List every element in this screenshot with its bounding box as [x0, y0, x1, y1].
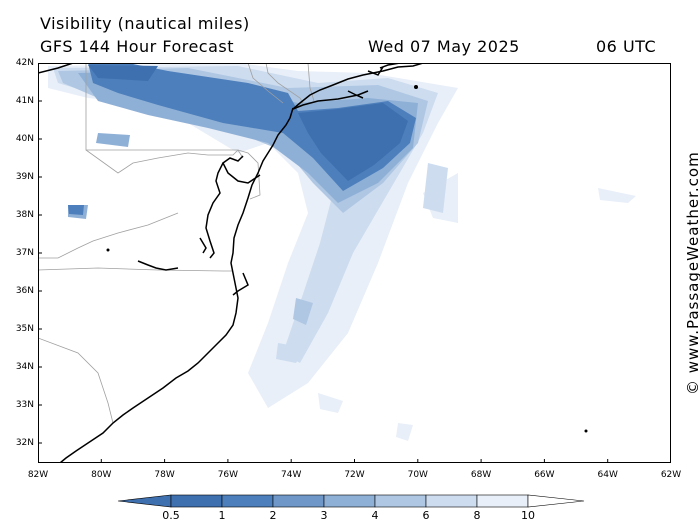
longitude-label: 78W: [154, 470, 175, 480]
latitude-label: 41N: [15, 96, 34, 106]
legend-arrow-left: [117, 494, 172, 508]
legend-label: 10: [521, 509, 535, 522]
latitude-label: 36N: [15, 286, 34, 296]
latitude-label: 32N: [15, 438, 34, 448]
longitude-label: 74W: [281, 470, 302, 480]
longitude-label: 82W: [27, 470, 49, 480]
longitude-label: 66W: [534, 470, 555, 480]
legend-arrow-right: [527, 494, 585, 508]
legend-label: 0.5: [162, 509, 180, 522]
map-title: Visibility (nautical miles): [40, 14, 250, 33]
latitude-label: 35N: [15, 324, 34, 334]
legend-cell: [374, 494, 427, 508]
longitude-label: 72W: [344, 470, 365, 480]
visibility-shading: [48, 63, 636, 441]
legend-cell: [170, 494, 223, 508]
state-borders: [38, 63, 315, 424]
forecast-label: GFS 144 Hour Forecast: [40, 37, 235, 56]
latitude-label: 40N: [15, 134, 34, 144]
forecast-date: Wed 07 May 2025: [368, 37, 520, 56]
legend-label: 1: [218, 509, 226, 522]
visibility-map: [38, 63, 671, 463]
legend-cell: [323, 494, 376, 508]
legend-cell: [476, 494, 529, 508]
legend-label: 6: [422, 509, 430, 522]
axis-ticks: [38, 100, 671, 463]
credit-text: © www.PassageWeather.com: [684, 151, 700, 395]
longitude-label: 64W: [597, 470, 618, 480]
longitude-label: 62W: [660, 470, 682, 480]
latitude-label: 33N: [15, 400, 34, 410]
legend-cell: [272, 494, 325, 508]
coastline: [38, 63, 424, 463]
legend-label: 3: [320, 509, 328, 522]
latitude-label: 38N: [15, 210, 34, 220]
forecast-time: 06 UTC: [596, 37, 657, 56]
legend-cell: [425, 494, 478, 508]
longitude-label: 70W: [407, 470, 428, 480]
longitude-label: 68W: [470, 470, 492, 480]
latitude-label: 37N: [15, 248, 34, 258]
latitude-label: 34N: [15, 362, 34, 372]
latitude-label: 39N: [15, 172, 34, 182]
small-islands: [106, 85, 588, 433]
latitude-label: 42N: [15, 58, 34, 68]
longitude-label: 80W: [91, 470, 112, 480]
legend-label: 4: [371, 509, 379, 522]
legend-label: 2: [269, 509, 277, 522]
legend-label: 8: [473, 509, 481, 522]
legend-cell: [221, 494, 274, 508]
visibility-legend: [117, 494, 585, 508]
longitude-label: 76W: [217, 470, 239, 480]
